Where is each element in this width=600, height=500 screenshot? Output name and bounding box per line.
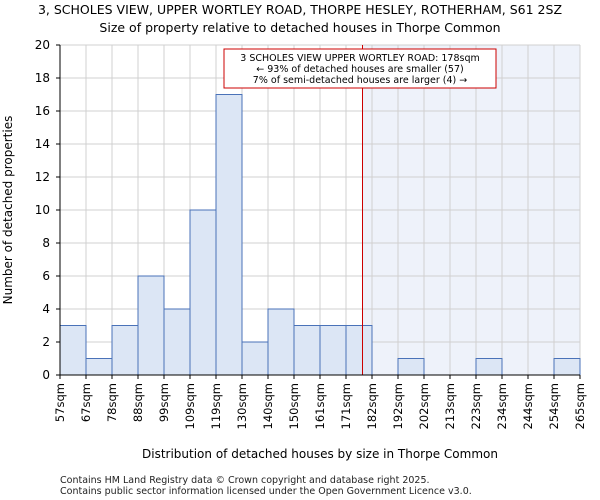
bar-88sqm <box>137 275 165 376</box>
x-tick-label-234sqm: 234sqm <box>495 383 509 429</box>
bar-171sqm <box>345 325 373 376</box>
chart-subtitle: Size of property relative to detached ho… <box>99 20 500 35</box>
y-tick-label: 8 <box>42 236 50 250</box>
annotation-box: 3 SCHOLES VIEW UPPER WORTLEY ROAD: 178sq… <box>223 48 497 89</box>
bar-223sqm <box>475 358 503 376</box>
x-tick-label-202sqm: 202sqm <box>417 383 431 429</box>
bar-130sqm <box>241 341 269 376</box>
bar-254sqm <box>553 358 581 376</box>
y-tick-label: 2 <box>42 335 50 349</box>
bar-99sqm <box>163 308 191 376</box>
bar-150sqm <box>293 325 321 376</box>
x-tick-label-57sqm: 57sqm <box>53 383 67 422</box>
x-tick-label-223sqm: 223sqm <box>469 383 483 429</box>
y-tick-label: 0 <box>42 368 50 382</box>
bar-140sqm <box>267 308 295 376</box>
x-tick-label-254sqm: 254sqm <box>547 383 561 429</box>
footer-copyright: Contains HM Land Registry data © Crown c… <box>60 475 430 486</box>
y-tick-label: 10 <box>35 203 50 217</box>
bar-109sqm <box>189 209 217 376</box>
x-tick-label-130sqm: 130sqm <box>235 383 249 429</box>
x-tick-label-265sqm: 265sqm <box>573 383 587 429</box>
footer-licence: Contains public sector information licen… <box>60 486 472 497</box>
bar-57sqm <box>59 325 87 376</box>
x-tick-label-213sqm: 213sqm <box>443 383 457 429</box>
y-tick-label: 20 <box>35 38 50 52</box>
bar-78sqm <box>111 325 139 376</box>
bar-119sqm <box>215 94 243 376</box>
bar-192sqm <box>397 358 425 376</box>
annotation-line-2: ← 93% of detached houses are smaller (57… <box>256 64 463 75</box>
x-tick-label-192sqm: 192sqm <box>391 383 405 429</box>
annotation-line-3: 7% of semi-detached houses are larger (4… <box>253 75 467 86</box>
y-tick-label: 6 <box>42 269 50 283</box>
annotation-frame <box>223 48 497 89</box>
bar-67sqm <box>85 358 113 376</box>
axes <box>56 44 581 379</box>
x-tick-label-161sqm: 161sqm <box>313 383 327 429</box>
x-tick-label-244sqm: 244sqm <box>521 383 535 429</box>
y-tick-labels: 0 2 4 6 8 10 12 14 16 18 20 <box>35 38 50 382</box>
y-tick-label: 18 <box>35 71 50 85</box>
x-tick-label-88sqm: 88sqm <box>131 383 145 422</box>
x-axis-label: Distribution of detached houses by size … <box>142 447 498 461</box>
x-tick-label-78sqm: 78sqm <box>105 383 119 422</box>
y-tick-label: 14 <box>35 137 50 151</box>
annotation-line-1: 3 SCHOLES VIEW UPPER WORTLEY ROAD: 178sq… <box>240 53 479 64</box>
y-axis-label: Number of detached properties <box>1 116 15 305</box>
bars <box>59 94 581 376</box>
chart-title: 3, SCHOLES VIEW, UPPER WORTLEY ROAD, THO… <box>38 2 562 17</box>
x-tick-label-150sqm: 150sqm <box>287 383 301 429</box>
y-tick-label: 16 <box>35 104 50 118</box>
x-tick-labels: 57sqm 67sqm 78sqm 88sqm 99sqm 109sqm 119sqm 130… <box>53 383 587 429</box>
x-tick-label-140sqm: 140sqm <box>261 383 275 429</box>
x-tick-label-182sqm: 182sqm <box>365 383 379 429</box>
x-tick-label-99sqm: 99sqm <box>157 383 171 422</box>
x-tick-label-171sqm: 171sqm <box>339 383 353 429</box>
x-tick-label-67sqm: 67sqm <box>79 383 93 422</box>
y-tick-label: 4 <box>42 302 50 316</box>
x-tick-label-119sqm: 119sqm <box>209 383 223 429</box>
y-tick-label: 12 <box>35 170 50 184</box>
x-tick-label-109sqm: 109sqm <box>183 383 197 429</box>
bar-161sqm <box>319 325 347 376</box>
